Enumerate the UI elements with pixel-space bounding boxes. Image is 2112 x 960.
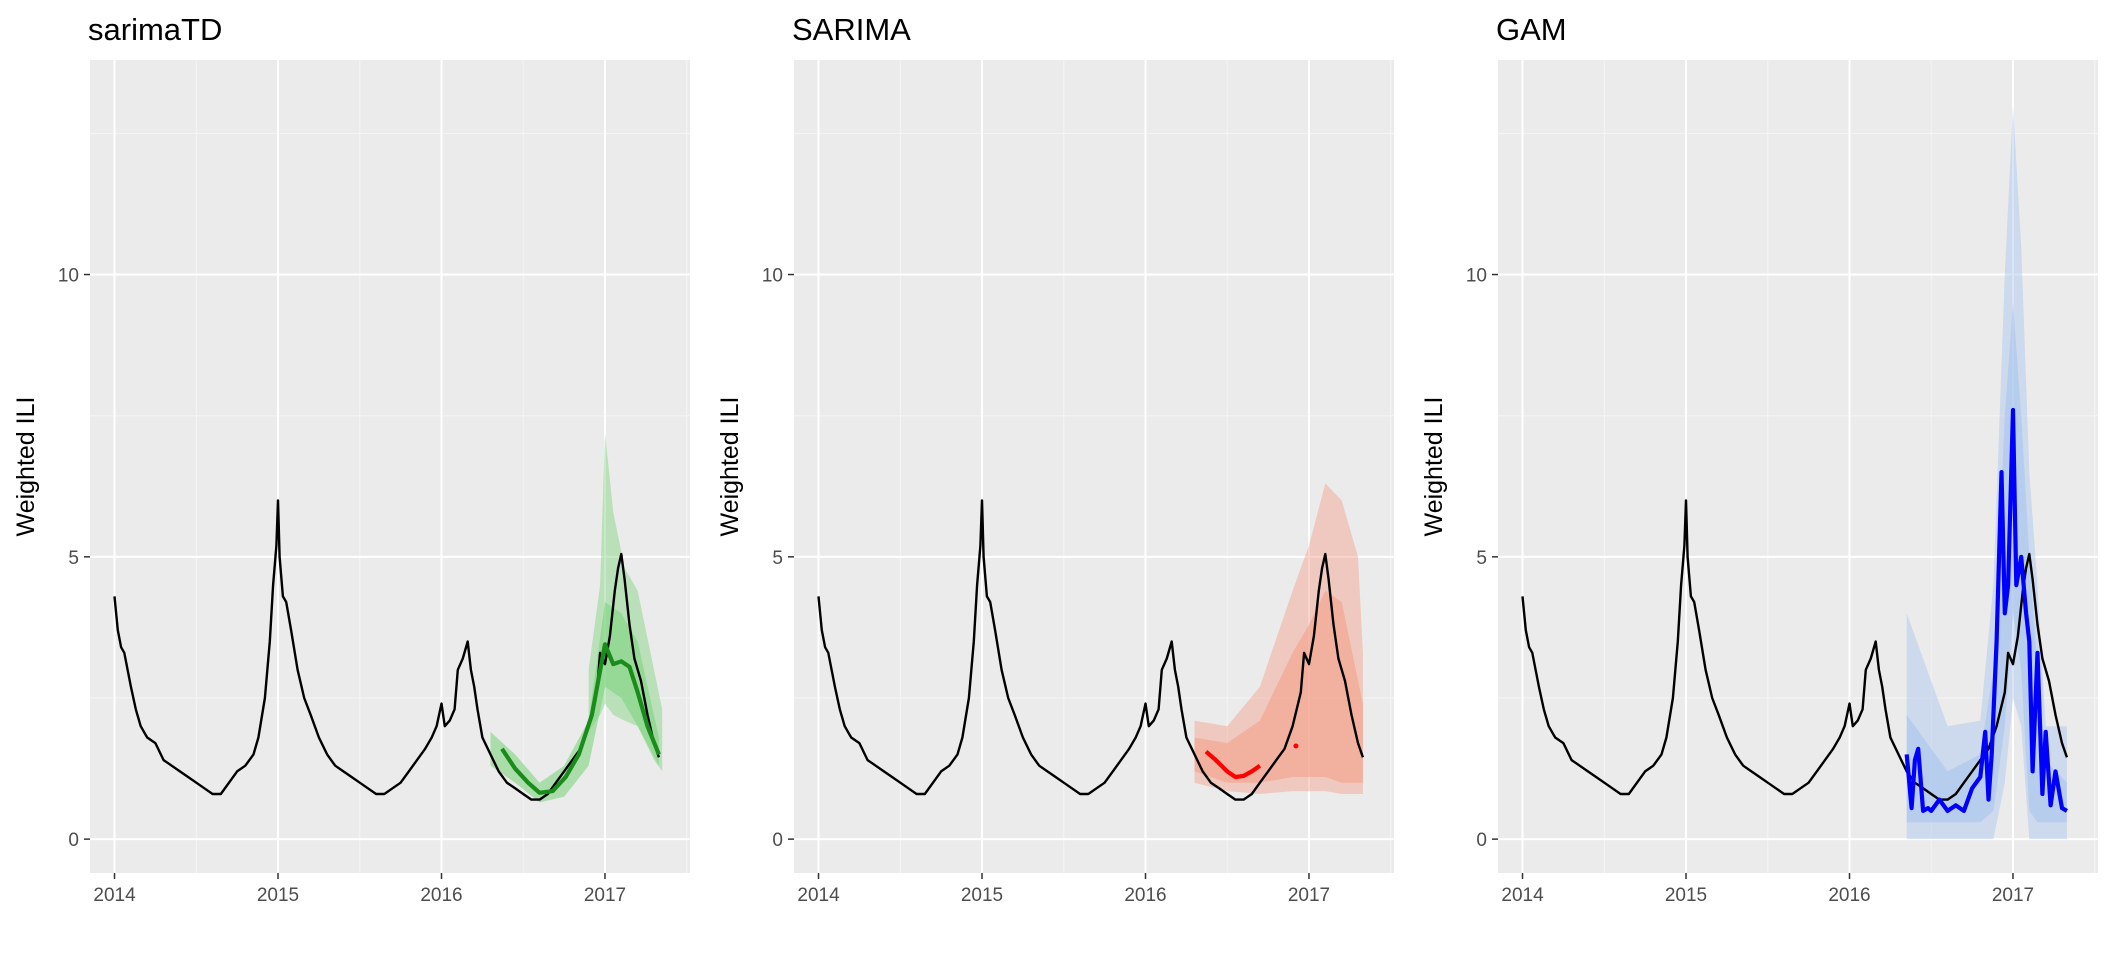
observed-series-line [817, 499, 1365, 801]
y-tick-label: 0 [1476, 830, 1487, 851]
forecast-series-line [1204, 750, 1262, 780]
x-tick-label: 2014 [1501, 885, 1544, 906]
y-tick-label: 0 [772, 830, 783, 851]
panel-3: 2014 2015 2016 2017 0 5 10 Weighted ILI GAM [1420, 12, 2098, 906]
prediction-band-2 [1194, 590, 1363, 783]
y-axis-title: Weighted ILI [12, 397, 40, 537]
y-tick-label: 10 [762, 266, 783, 287]
y-tick-label: 10 [58, 266, 79, 287]
y-axis-title: Weighted ILI [1420, 397, 1448, 537]
y-tick-label: 5 [68, 548, 79, 569]
forecast-series-line [1904, 407, 2068, 814]
panel-title: sarimaTD [88, 12, 222, 47]
panel-background [90, 60, 690, 873]
data-layer [817, 483, 1365, 801]
y-tick-label: 5 [772, 548, 783, 569]
y-axis-title: Weighted ILI [716, 397, 744, 537]
panel-2: 2014 2015 2016 2017 0 5 10 Weighted ILI SARIMA [716, 12, 1394, 906]
x-tick-label: 2015 [257, 885, 299, 906]
prediction-band-2 [1906, 302, 2067, 823]
forecast-point [1293, 743, 1299, 749]
x-tick-label: 2016 [1828, 885, 1870, 906]
x-tick-label: 2017 [1992, 885, 2034, 906]
prediction-band-2 [490, 602, 659, 803]
x-tick-label: 2017 [584, 885, 626, 906]
x-tick-label: 2015 [1665, 885, 1707, 906]
forecast-series-line [500, 642, 661, 795]
x-tick-label: 2015 [961, 885, 1003, 906]
panel-title: GAM [1496, 12, 1567, 47]
y-tick-label: 5 [1476, 548, 1487, 569]
x-tick-label: 2014 [797, 885, 840, 906]
x-tick-label: 2014 [93, 885, 136, 906]
y-tick-label: 0 [68, 830, 79, 851]
panel-title: SARIMA [792, 12, 911, 47]
x-tick-label: 2016 [420, 885, 462, 906]
panel-1: 2014 2015 2016 2017 0 5 10 Weighted ILI sarimaTD [12, 12, 690, 906]
y-tick-label: 10 [1466, 266, 1487, 287]
x-tick-label: 2017 [1288, 885, 1330, 906]
data-layer [113, 432, 663, 803]
x-tick-label: 2016 [1124, 885, 1166, 906]
data-layer [1521, 105, 2069, 840]
